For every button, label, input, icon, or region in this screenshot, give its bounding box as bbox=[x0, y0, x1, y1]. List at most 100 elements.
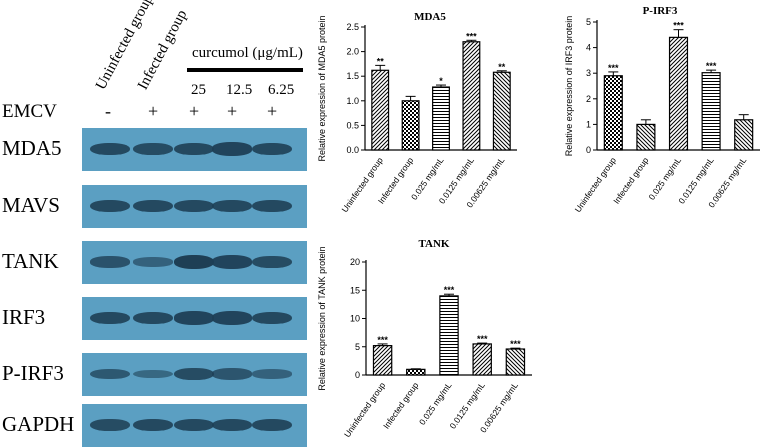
blot-strip-mavs bbox=[82, 185, 307, 228]
significance-label: *** bbox=[510, 339, 521, 349]
x-tick-label: Infected group bbox=[611, 155, 651, 205]
bar bbox=[636, 123, 656, 151]
blot-strip-mda5 bbox=[82, 128, 307, 171]
x-tick-label: Uninfected group bbox=[340, 155, 385, 214]
bar bbox=[406, 368, 426, 376]
bar bbox=[701, 72, 721, 151]
blot-label-gapdh: GAPDH bbox=[2, 412, 75, 436]
band-mda5-lane-3 bbox=[174, 142, 214, 156]
significance-label: *** bbox=[706, 61, 717, 71]
bar bbox=[371, 69, 390, 151]
y-axis-label: Relative expression of TANK protein bbox=[317, 246, 327, 390]
chart-title: MDA5 bbox=[414, 11, 446, 23]
band-gapdh-lane-4 bbox=[212, 418, 252, 432]
y-tick-label: 15 bbox=[350, 285, 360, 295]
blot-label-p-irf3: P-IRF3 bbox=[2, 361, 64, 385]
bar bbox=[372, 345, 393, 376]
band-irf3-lane-2 bbox=[133, 311, 173, 325]
significance-label: * bbox=[439, 76, 443, 86]
y-tick-label: 0.5 bbox=[346, 120, 359, 130]
y-tick-label: 5 bbox=[586, 17, 591, 27]
blot-strip-p-irf3 bbox=[82, 353, 307, 396]
emcv-sign-lane-5: + bbox=[267, 101, 278, 121]
band-mavs-lane-2 bbox=[133, 199, 173, 213]
y-tick-label: 2.5 bbox=[346, 22, 359, 32]
bar bbox=[439, 295, 459, 376]
band-irf3-lane-1 bbox=[90, 311, 130, 325]
band-irf3-lane-3 bbox=[174, 311, 214, 325]
concentration-12-5: 12.5 bbox=[226, 82, 253, 98]
y-tick-label: 10 bbox=[350, 314, 360, 324]
significance-label: *** bbox=[377, 335, 388, 345]
bar bbox=[401, 100, 420, 151]
y-tick-label: 0 bbox=[586, 145, 591, 155]
significance-label: ** bbox=[377, 56, 385, 66]
bar bbox=[492, 71, 511, 151]
band-gapdh-lane-2 bbox=[133, 418, 173, 432]
band-mavs-lane-5 bbox=[252, 199, 292, 213]
x-tick-label: 0.025 mg/mL bbox=[646, 155, 683, 202]
significance-label: *** bbox=[673, 21, 684, 31]
x-tick-label: Uninfected group bbox=[573, 155, 618, 214]
significance-label: *** bbox=[466, 31, 477, 41]
band-p-irf3-lane-2 bbox=[133, 369, 173, 379]
y-tick-label: 2 bbox=[586, 94, 591, 104]
emcv-sign-lane-1: - bbox=[105, 101, 111, 121]
significance-label: *** bbox=[608, 63, 619, 73]
significance-label: *** bbox=[444, 285, 455, 295]
y-tick-label: 1 bbox=[586, 119, 591, 129]
treatment-label: curcumol (μg/mL) bbox=[192, 45, 303, 61]
bar bbox=[505, 348, 526, 376]
blot-label-tank: TANK bbox=[2, 249, 59, 273]
band-p-irf3-lane-1 bbox=[90, 368, 130, 380]
band-irf3-lane-4 bbox=[212, 311, 252, 325]
blot-strip-tank bbox=[82, 241, 307, 284]
treatment-bar bbox=[187, 68, 303, 72]
y-axis-label: Relative expression of MDA5 protein bbox=[317, 15, 327, 161]
band-p-irf3-lane-3 bbox=[174, 367, 214, 381]
band-gapdh-lane-5 bbox=[252, 418, 292, 432]
blot-label-mda5: MDA5 bbox=[2, 136, 62, 160]
y-tick-label: 5 bbox=[355, 342, 360, 352]
band-tank-lane-4 bbox=[212, 255, 252, 269]
band-mavs-lane-3 bbox=[174, 199, 214, 213]
bar bbox=[668, 36, 689, 151]
chart-title: TANK bbox=[419, 238, 450, 250]
significance-label: ** bbox=[498, 62, 506, 72]
blot-strip-irf3 bbox=[82, 297, 307, 340]
band-p-irf3-lane-5 bbox=[252, 369, 292, 379]
emcv-label: EMCV bbox=[2, 101, 57, 122]
bar bbox=[432, 86, 450, 151]
band-mda5-lane-4 bbox=[212, 142, 252, 156]
chart-mda5: MDA5 Relative expression of MDA5 protein 0… bbox=[317, 11, 517, 214]
band-mda5-lane-2 bbox=[133, 142, 173, 156]
concentration-25: 25 bbox=[191, 82, 206, 98]
y-axis-label: Relative expression of IRF3 protein bbox=[564, 16, 574, 157]
chart-p-irf3: P-IRF3 Relative expression of IRF3 protei… bbox=[564, 5, 760, 214]
significance-label: *** bbox=[477, 334, 488, 344]
band-mavs-lane-1 bbox=[90, 199, 130, 213]
band-mda5-lane-1 bbox=[90, 142, 130, 156]
blot-label-irf3: IRF3 bbox=[2, 305, 46, 329]
y-tick-label: 4 bbox=[586, 43, 591, 53]
bar bbox=[462, 41, 481, 151]
y-tick-label: 3 bbox=[586, 68, 591, 78]
chart-tank: TANK Relative expression of TANK protein 0… bbox=[317, 238, 532, 439]
blot-label-mavs: MAVS bbox=[2, 193, 60, 217]
x-tick-label: Uninfected group bbox=[342, 380, 387, 439]
x-tick-label: Infected group bbox=[381, 380, 421, 430]
band-p-irf3-lane-4 bbox=[212, 368, 252, 380]
chart-title: P-IRF3 bbox=[643, 5, 678, 17]
y-tick-label: 0.0 bbox=[346, 145, 359, 155]
band-tank-lane-1 bbox=[90, 256, 130, 268]
band-tank-lane-5 bbox=[252, 255, 292, 269]
y-tick-label: 2.0 bbox=[346, 47, 359, 57]
emcv-sign-lane-2: + bbox=[148, 101, 159, 121]
band-tank-lane-2 bbox=[133, 257, 173, 267]
bar bbox=[472, 343, 492, 376]
band-tank-lane-3 bbox=[174, 255, 214, 269]
y-tick-label: 0 bbox=[355, 370, 360, 380]
y-tick-label: 1.0 bbox=[346, 96, 359, 106]
band-gapdh-lane-1 bbox=[90, 418, 130, 432]
blot-strip-gapdh bbox=[82, 404, 307, 447]
